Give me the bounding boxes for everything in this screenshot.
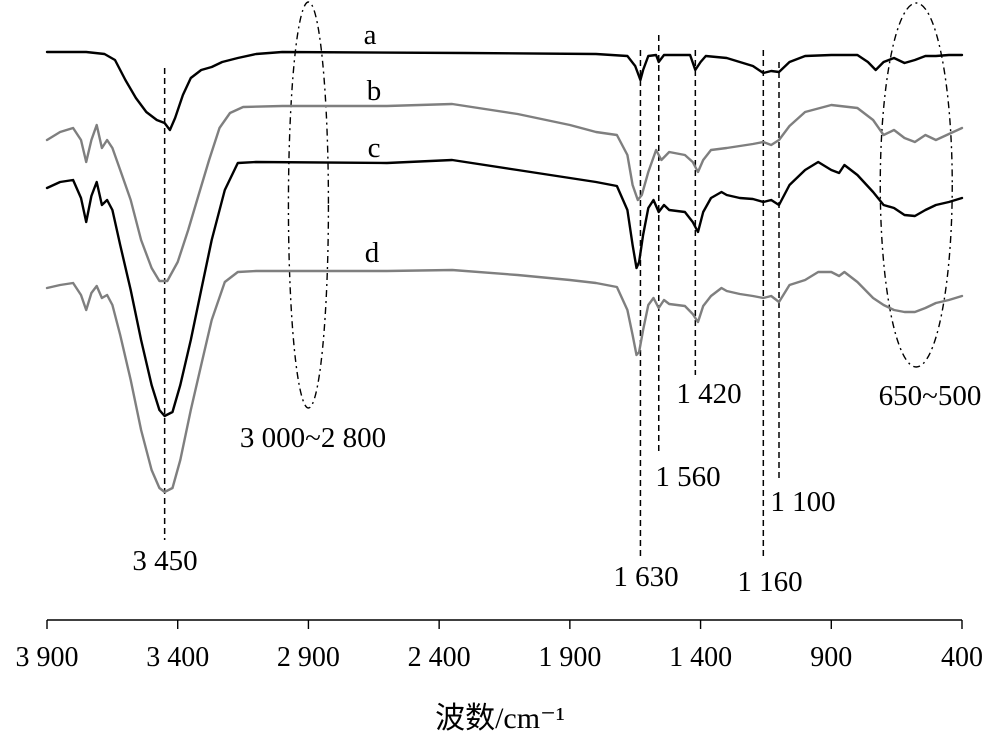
peak-label: 3 450 bbox=[132, 545, 197, 577]
peak-label: 1 560 bbox=[655, 461, 720, 493]
peak-label: 1 630 bbox=[613, 561, 678, 593]
peak-label: 1 100 bbox=[770, 486, 835, 518]
reference-lines bbox=[163, 35, 780, 557]
x-tick-label: 900 bbox=[810, 642, 852, 673]
peak-label: 1 160 bbox=[737, 566, 802, 598]
series-line-b bbox=[45, 102, 964, 283]
x-tick-label: 3 900 bbox=[16, 642, 79, 673]
x-tick-label: 3 400 bbox=[146, 642, 209, 673]
x-tick-label: 2 400 bbox=[408, 642, 471, 673]
x-axis-label: 波数/cm⁻¹ bbox=[435, 702, 565, 735]
highlight-region bbox=[879, 2, 953, 368]
highlight-regions bbox=[287, 1, 953, 409]
series-label-d: d bbox=[365, 237, 380, 269]
x-axis-tick-labels: 3 900 3 400 2 900 2 400 1 900 1 400 900 400 bbox=[16, 642, 984, 673]
x-tick-label: 1 900 bbox=[538, 642, 601, 673]
series-label-a: a bbox=[364, 19, 377, 51]
peak-label: 3 000~2 800 bbox=[240, 422, 386, 454]
x-axis: 3 900 3 400 2 900 2 400 1 900 1 400 900 400 波数/… bbox=[16, 619, 984, 735]
series-line-a bbox=[45, 50, 964, 132]
x-tick-label: 1 400 bbox=[669, 642, 732, 673]
spectra bbox=[45, 50, 964, 494]
x-tick-label: 400 bbox=[941, 642, 983, 673]
peak-label: 650~500 bbox=[879, 380, 982, 412]
x-axis-ticks bbox=[46, 620, 963, 629]
peak-labels: 3 450 3 000~2 800 1 630 1 560 1 420 1 160 1 10… bbox=[132, 378, 981, 598]
series-label-b: b bbox=[367, 75, 382, 107]
peak-label: 1 420 bbox=[676, 378, 741, 410]
highlight-region bbox=[287, 1, 330, 409]
series-labels: abc d bbox=[364, 19, 382, 269]
x-tick-label: 2 900 bbox=[277, 642, 340, 673]
series-label-c: c bbox=[368, 132, 381, 164]
series-line-d bbox=[45, 268, 964, 494]
series-line-c bbox=[45, 158, 964, 418]
